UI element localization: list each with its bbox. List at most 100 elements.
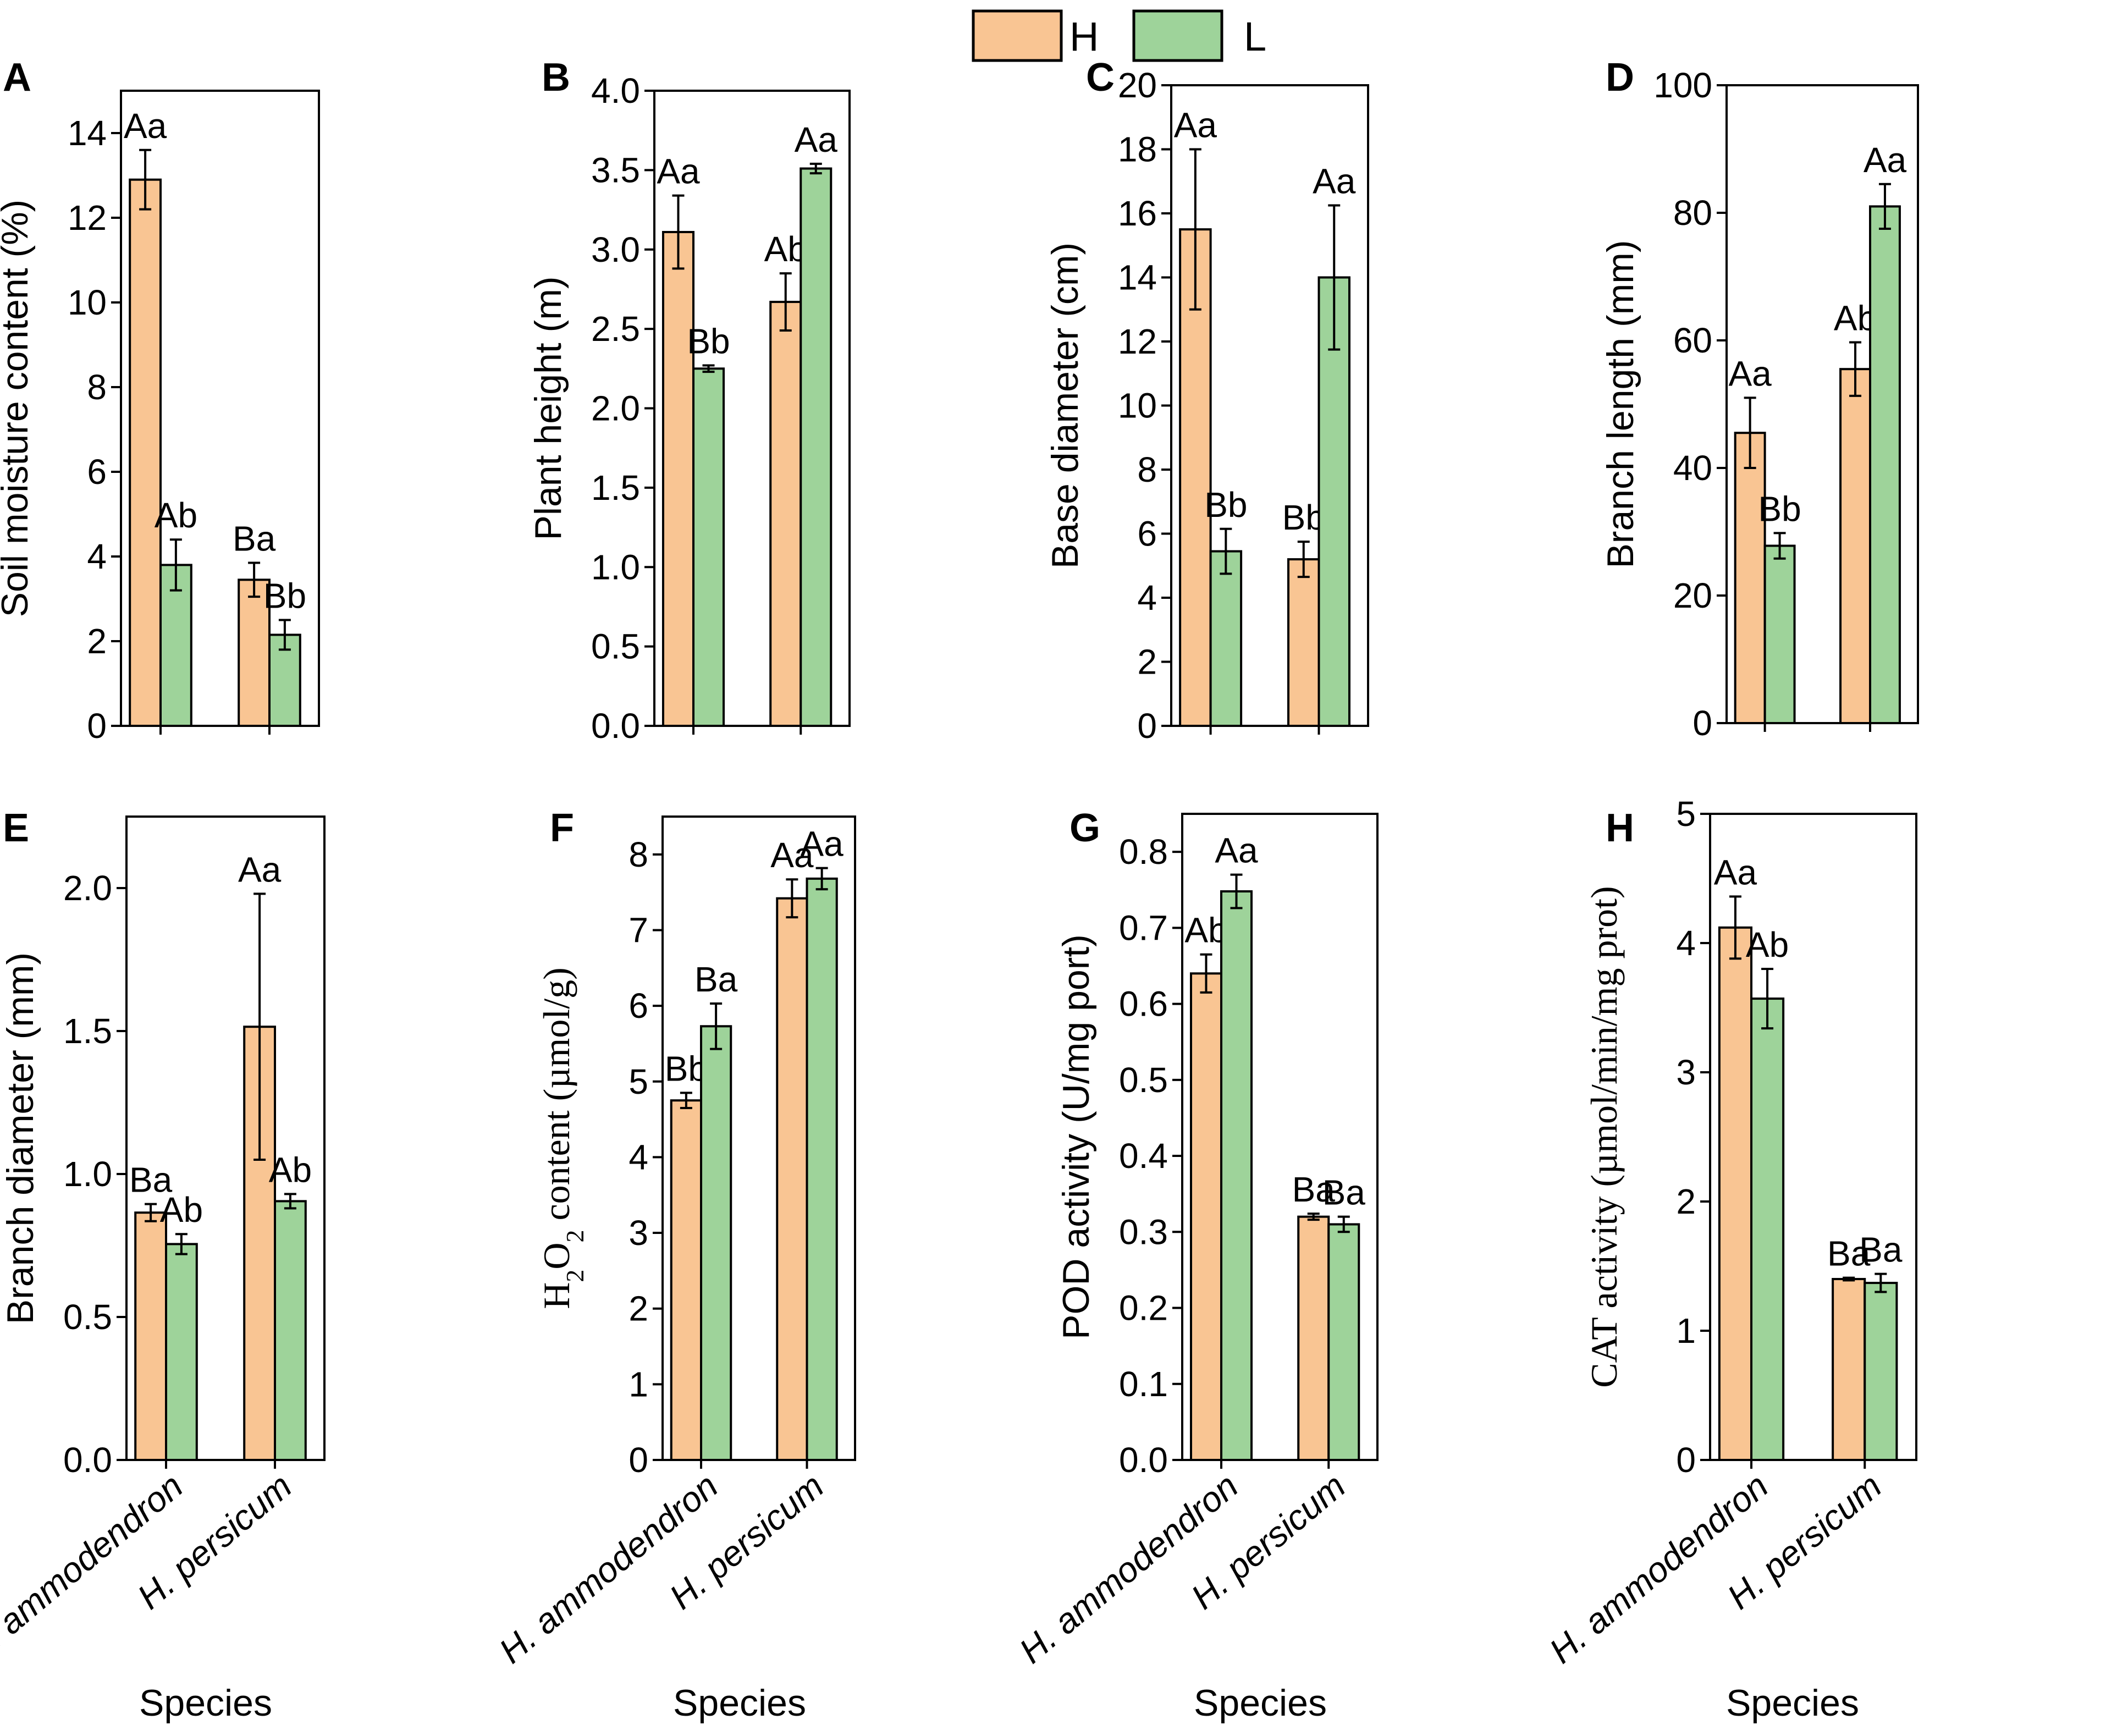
sig-label-g-h-2: Ba — [1292, 1170, 1336, 1209]
panel-e: E Ba Aa Ab Ab 0.0 0.5 1.0 1.5 2.0 Branch diameter … — [0, 806, 326, 1724]
bar-c-h-2 — [1287, 558, 1320, 727]
ylabel-g: POD activity (U/mg port) — [1055, 934, 1097, 1340]
ytick-label-h-4: 4 — [1676, 923, 1696, 963]
ytick-label-e-1: 0.5 — [63, 1297, 112, 1337]
bar-b-h-2 — [769, 301, 802, 727]
bar-d-l-2 — [1869, 205, 1901, 724]
ytick-label-d-5: 100 — [1653, 65, 1712, 105]
bar-f-l-1 — [700, 1025, 732, 1461]
bar-a-l-1 — [159, 564, 192, 728]
panel-b: BAaAbBbAa0.00.51.01.52.02.53.03.54.0Plan… — [527, 56, 851, 746]
ytick-label-c-8: 16 — [1118, 194, 1157, 233]
ytick-label-h-1: 1 — [1676, 1311, 1696, 1351]
sig-label-d-l-1: Bb — [1758, 489, 1801, 528]
bar-e-h-1 — [134, 1211, 167, 1461]
sig-label-e-h-2: Aa — [238, 850, 282, 889]
bar-h-h-1 — [1718, 926, 1752, 1462]
bar-e-l-2 — [274, 1200, 307, 1461]
xlabel-e: Species — [139, 1682, 272, 1724]
legend: H L — [972, 9, 1266, 62]
sig-label-c-l-1: Bb — [1204, 485, 1247, 525]
ytick-label-f-0: 0 — [629, 1440, 648, 1480]
ylabel-c: Base diameter (cm) — [1044, 243, 1086, 569]
panel-letter-h: H — [1606, 806, 1634, 850]
bar-f-h-2 — [776, 897, 808, 1461]
ytick-label-g-3: 0.3 — [1119, 1212, 1168, 1252]
sig-label-e-l-2: Ab — [269, 1150, 312, 1189]
ytick-label-g-6: 0.6 — [1119, 984, 1168, 1024]
bar-e-l-1 — [165, 1243, 198, 1461]
ytick-label-c-7: 14 — [1118, 258, 1157, 297]
ytick-label-f-2: 2 — [629, 1289, 648, 1329]
ylabel-h: CAT activity (µmol/min/mg prot) — [1583, 886, 1625, 1387]
ytick-label-d-1: 20 — [1673, 576, 1712, 615]
legend-swatch-l — [1132, 9, 1223, 62]
panel-a: A Aa Ba Ab Bb 0 2 4 6 8 10 12 14 Soil moisture conten… — [0, 56, 320, 746]
ytick-label-a-0: 0 — [87, 706, 107, 746]
plot-frame-e — [125, 815, 326, 1461]
xlabel-g: Species — [1194, 1682, 1327, 1724]
xlabel-f: Species — [673, 1682, 806, 1724]
bar-h-l-2 — [1864, 1282, 1898, 1462]
ylabel-b: Plant height (m) — [527, 277, 569, 541]
panel-g: GAbBaAaBa0.00.10.20.30.40.50.60.70.8POD … — [1012, 806, 1379, 1724]
bar-b-h-1 — [661, 230, 694, 727]
ytick-label-b-4: 2.0 — [591, 389, 640, 428]
sig-label-f-h-2: Aa — [770, 835, 814, 875]
sig-label-h-h-1: Aa — [1714, 852, 1757, 892]
ytick-label-b-0: 0.0 — [591, 706, 640, 746]
sig-label-a-l-1: Ab — [155, 495, 197, 535]
ytick-label-e-0: 0.0 — [63, 1440, 112, 1480]
ytick-label-b-3: 1.5 — [591, 468, 640, 508]
panel-letter-a: A — [3, 56, 31, 100]
ytick-label-a-5: 10 — [68, 283, 107, 322]
sig-label-f-l-1: Ba — [694, 960, 738, 999]
ytick-label-d-3: 60 — [1673, 321, 1712, 360]
ytick-label-a-3: 6 — [87, 452, 107, 492]
panel-letter-d: D — [1606, 56, 1634, 100]
sig-label-a-h-2: Ba — [233, 519, 276, 559]
ytick-label-g-8: 0.8 — [1119, 832, 1168, 872]
ytick-label-h-3: 3 — [1676, 1052, 1696, 1092]
ytick-label-g-5: 0.5 — [1119, 1060, 1168, 1100]
ylabel-f: H2O2 content (µmol/g) — [536, 967, 589, 1309]
sig-label-e-h-1: Ba — [129, 1160, 173, 1200]
sig-label-h-h-2: Ba — [1827, 1234, 1871, 1274]
ytick-label-f-1: 1 — [629, 1364, 648, 1404]
ytick-label-c-2: 4 — [1137, 578, 1157, 618]
ylabel-a: Soil moisture content (%) — [0, 200, 36, 618]
bar-g-l-2 — [1327, 1223, 1360, 1462]
sig-label-b-h-1: Aa — [657, 152, 700, 191]
legend-label-l: L — [1244, 14, 1266, 59]
ytick-label-f-6: 6 — [629, 986, 648, 1026]
plot-frame-h — [1709, 813, 1917, 1461]
sig-label-b-l-2: Aa — [795, 120, 838, 159]
sig-label-e-l-1: Ab — [160, 1190, 203, 1230]
legend-label-h: H — [1069, 14, 1099, 59]
panel-h: H Aa Ba Ab Ba 0 1 2 3 4 5 CAT activity (µmol/min/mg… — [1542, 794, 1917, 1724]
ytick-label-c-0: 0 — [1137, 706, 1157, 746]
bar-h-h-2 — [1832, 1278, 1866, 1461]
sig-label-d-l-2: Aa — [1864, 140, 1907, 180]
ytick-label-b-5: 2.5 — [591, 309, 640, 349]
bar-c-h-1 — [1179, 228, 1212, 727]
ytick-label-c-9: 18 — [1118, 130, 1157, 169]
panel-letter-c: C — [1086, 56, 1115, 100]
bar-h-l-1 — [1750, 997, 1785, 1462]
ytick-label-f-3: 3 — [629, 1213, 648, 1253]
ytick-label-b-1: 0.5 — [591, 627, 640, 666]
ytick-label-h-0: 0 — [1676, 1440, 1696, 1480]
ytick-label-a-6: 12 — [68, 198, 107, 238]
legend-swatch-h — [972, 9, 1063, 62]
sig-label-g-l-1: Aa — [1215, 831, 1258, 870]
sig-label-h-l-2: Ba — [1859, 1230, 1903, 1270]
panel-letter-f: F — [550, 806, 574, 850]
sig-label-a-h-1: Aa — [124, 106, 167, 146]
bar-f-l-2 — [806, 877, 838, 1461]
xlabel-h: Species — [1726, 1682, 1859, 1724]
bar-g-l-1 — [1220, 890, 1253, 1461]
ytick-label-f-5: 5 — [629, 1062, 648, 1101]
bar-g-h-2 — [1297, 1215, 1330, 1461]
